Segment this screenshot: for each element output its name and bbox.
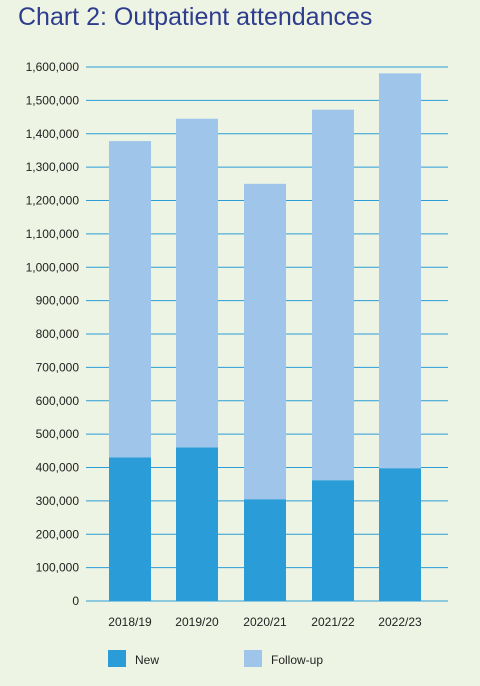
y-tick-label: 900,000 [36, 294, 80, 308]
legend-swatch [244, 650, 262, 667]
x-tick-label: 2020/21 [243, 615, 287, 629]
bar-follow-up [379, 73, 421, 469]
bar-follow-up [244, 183, 286, 500]
y-tick-label: 800,000 [36, 327, 80, 341]
y-tick-label: 300,000 [36, 494, 80, 508]
y-tick-label: 500,000 [36, 427, 80, 441]
bar-new [379, 468, 421, 601]
legend-label: New [135, 653, 159, 667]
y-tick-label: 0 [72, 594, 79, 608]
bar-follow-up [176, 118, 218, 448]
bar-new [109, 457, 151, 601]
y-tick-label: 100,000 [36, 561, 80, 575]
bar-follow-up [109, 141, 151, 458]
y-tick-label: 1,300,000 [26, 160, 80, 174]
x-tick-label: 2018/19 [108, 615, 152, 629]
bar-new [312, 480, 354, 601]
x-tick-label: 2022/23 [378, 615, 422, 629]
chart-title: Chart 2: Outpatient attendances [18, 3, 373, 31]
y-tick-label: 600,000 [36, 394, 80, 408]
x-tick-label: 2019/20 [175, 615, 219, 629]
y-tick-label: 1,100,000 [26, 227, 80, 241]
y-tick-label: 700,000 [36, 360, 80, 374]
bar-follow-up [312, 109, 354, 481]
y-tick-label: 200,000 [36, 527, 80, 541]
y-tick-label: 1,500,000 [26, 93, 80, 107]
y-tick-label: 1,400,000 [26, 127, 80, 141]
x-tick-label: 2021/22 [311, 615, 355, 629]
bar-new [176, 447, 218, 601]
y-tick-label: 400,000 [36, 461, 80, 475]
y-tick-label: 1,200,000 [26, 194, 80, 208]
y-tick-label: 1,000,000 [26, 260, 80, 274]
legend-swatch [108, 650, 126, 667]
y-tick-label: 1,600,000 [26, 60, 80, 74]
legend-label: Follow-up [271, 653, 323, 667]
bar-new [244, 499, 286, 601]
